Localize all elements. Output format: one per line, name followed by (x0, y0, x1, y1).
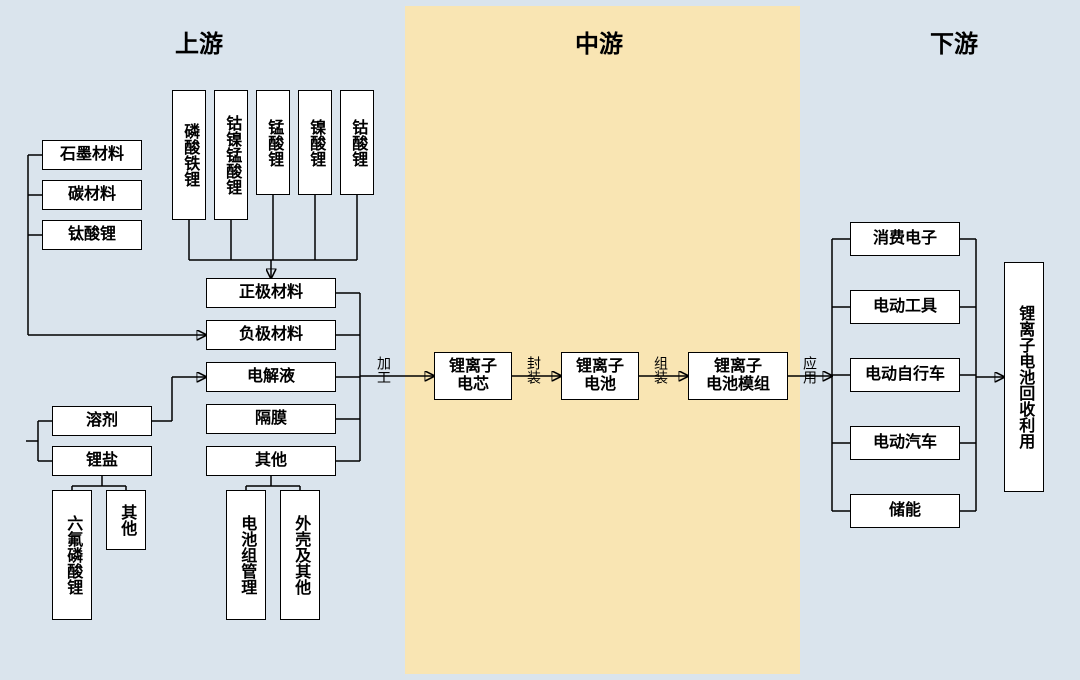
anode-in-0: 石墨材料 (42, 140, 142, 170)
anode-in-1: 碳材料 (42, 180, 142, 210)
elec-in-0: 溶剂 (52, 406, 152, 436)
label-process: 加工 (374, 356, 394, 384)
comp-3: 隔膜 (206, 404, 336, 434)
anode-in-2: 钛酸锂 (42, 220, 142, 250)
diagram-stage: 上游 中游 下游 正极材料负极材料电解液隔膜其他石墨材料碳材料钛酸锂磷酸铁锂钴镍… (0, 0, 1080, 680)
mid-module: 锂离子电池模组 (688, 352, 788, 400)
label-apply: 应用 (800, 356, 820, 384)
mid-cell: 锂离子电芯 (434, 352, 512, 400)
cathode-in-0: 磷酸铁锂 (172, 90, 206, 220)
comp-0: 正极材料 (206, 278, 336, 308)
label-mid-1: 组装 (651, 356, 671, 384)
comp-1: 负极材料 (206, 320, 336, 350)
cathode-in-3: 镍酸锂 (298, 90, 332, 195)
other-child-0: 电池组管理 (226, 490, 266, 620)
salt-child-0: 六氟磷酸锂 (52, 490, 92, 620)
connectors (0, 0, 1080, 680)
comp-2: 电解液 (206, 362, 336, 392)
app-2: 电动自行车 (850, 358, 960, 392)
salt-child-1: 其他 (106, 490, 146, 550)
app-0: 消费电子 (850, 222, 960, 256)
recycle: 锂离子电池回收利用 (1004, 262, 1044, 492)
app-3: 电动汽车 (850, 426, 960, 460)
label-mid-0: 封装 (524, 356, 544, 384)
other-child-1: 外壳及其他 (280, 490, 320, 620)
mid-batt: 锂离子电池 (561, 352, 639, 400)
elec-in-1: 锂盐 (52, 446, 152, 476)
cathode-in-2: 锰酸锂 (256, 90, 290, 195)
app-4: 储能 (850, 494, 960, 528)
comp-4: 其他 (206, 446, 336, 476)
cathode-in-4: 钴酸锂 (340, 90, 374, 195)
cathode-in-1: 钴镍锰酸锂 (214, 90, 248, 220)
app-1: 电动工具 (850, 290, 960, 324)
